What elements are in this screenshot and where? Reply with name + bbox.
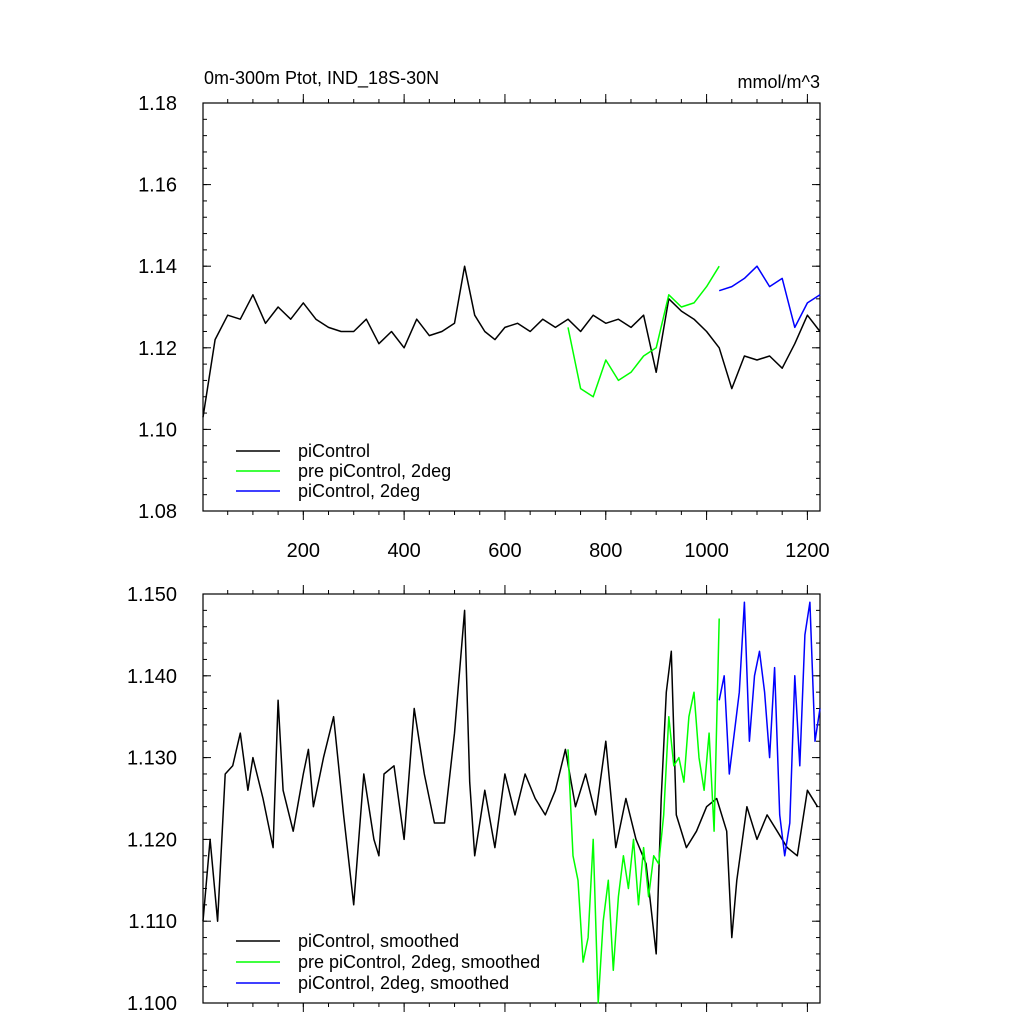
legend-bottom: piControl, smoothed pre piControl, 2deg,…: [236, 931, 540, 993]
series-line-picontrol-smoothed: [202, 609, 819, 955]
x-tick-label: 800: [589, 540, 622, 562]
plot-frame-top: [202, 102, 821, 512]
x-tick-label: 1200: [785, 540, 830, 562]
series-line-picontrol: [202, 265, 821, 418]
x-tick-label: 200: [287, 540, 320, 562]
panel-bottom: 1.100 1.110 1.120 1.130 1.140 1.150 piControl…: [127, 584, 821, 1015]
y-tick-label: 1.16: [138, 175, 177, 197]
y-tick-label: 1.10: [138, 419, 177, 441]
y-tick-labels-top: 1.08 1.10 1.12 1.14 1.16 1.18: [138, 93, 177, 523]
series-lines-bottom: [202, 601, 821, 1004]
legend-top: piControl pre piControl, 2deg piControl,…: [236, 441, 451, 501]
series-line-pre-picontrol-2deg-smoothed: [567, 618, 720, 1004]
y-tick-label: 1.130: [127, 748, 177, 770]
panel-top: 0m-300m Ptot, IND_18S-30N mmol/m^3 1.081…: [138, 68, 830, 562]
legend-label-picontrol-2deg-smoothed: piControl, 2deg, smoothed: [298, 973, 509, 993]
y-tick-label: 1.18: [138, 93, 177, 115]
x-tick-label: 400: [387, 540, 420, 562]
axis-ticks-top: [203, 94, 820, 520]
series-line-picontrol-2deg-smoothed: [718, 601, 821, 857]
legend-label-picontrol: piControl: [298, 441, 370, 461]
y-tick-label: 1.14: [138, 256, 177, 278]
x-tick-label: 1000: [684, 540, 729, 562]
y-tick-label: 1.140: [127, 666, 177, 688]
x-tick-label: 600: [488, 540, 521, 562]
y-tick-label: 1.110: [128, 911, 177, 933]
series-line-pre-picontrol-2deg: [567, 265, 720, 398]
y-tick-labels-bottom: 1.100 1.110 1.120 1.130 1.140 1.150: [127, 584, 177, 1015]
y-tick-label: 1.100: [127, 993, 177, 1015]
chart-title: 0m-300m Ptot, IND_18S-30N: [204, 68, 439, 89]
axis-ticks-bottom: [203, 585, 820, 1012]
series-lines-top: [202, 265, 821, 418]
legend-label-pre-picontrol-smoothed: pre piControl, 2deg, smoothed: [298, 952, 540, 972]
legend-label-picontrol-smoothed: piControl, smoothed: [298, 931, 459, 951]
y-tick-label: 1.12: [138, 338, 177, 360]
x-tick-labels-top: 200 400 600 800 1000 1200: [287, 540, 830, 562]
units-label: mmol/m^3: [738, 72, 820, 92]
series-line-picontrol-2deg: [718, 265, 821, 329]
legend-label-picontrol-2deg: piControl, 2deg: [298, 481, 420, 501]
legend-label-pre-picontrol: pre piControl, 2deg: [298, 461, 451, 481]
plot-frame-bottom: [202, 593, 821, 1004]
y-tick-label: 1.08: [138, 501, 177, 523]
y-tick-label: 1.150: [127, 584, 177, 606]
y-tick-label: 1.120: [127, 829, 177, 851]
